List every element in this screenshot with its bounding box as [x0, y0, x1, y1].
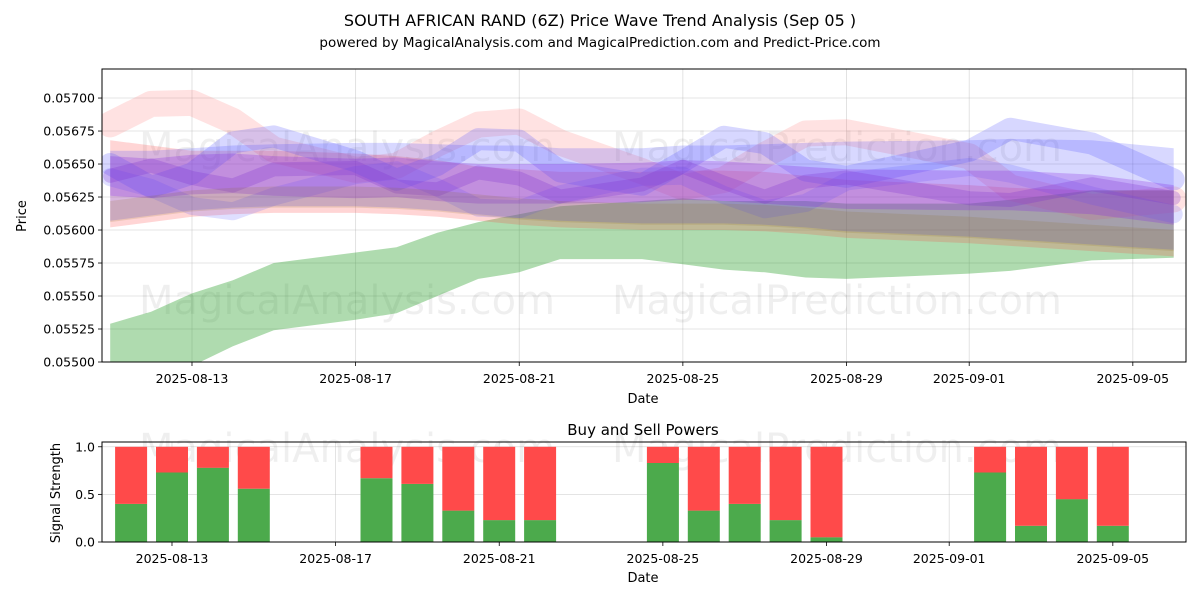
ytick-label-1: 0.05525 [43, 322, 95, 337]
sell-bar-17 [1096, 446, 1129, 526]
buy-bar-15 [1015, 525, 1047, 542]
bar-title: Buy and Sell Powers [567, 421, 719, 439]
bar-layer [115, 446, 1129, 542]
ytick-label-8: 0.05700 [43, 91, 95, 106]
buy-bar-11 [728, 503, 761, 542]
buy-sell-plot: 0.0 0.5 1.0 2025-08-13 2025-08-17 2025-08-21 2… [75, 426, 1187, 566]
bar-ytick-label-0: 0.0 [75, 535, 95, 550]
sell-bar-12 [769, 446, 802, 521]
buy-bar-7 [483, 520, 516, 542]
ytick-label-6: 0.05650 [43, 157, 95, 172]
blue-wave-ribbon-1 [102, 117, 1185, 198]
main-frame [101, 68, 1187, 363]
buy-bar-9 [646, 463, 679, 542]
ytick-label-0: 0.05500 [43, 355, 95, 370]
sell-bar-2 [196, 446, 229, 468]
bar-xtick-label-6: 2025-09-05 [1076, 551, 1149, 566]
chart-title: SOUTH AFRICAN RAND (6Z) Price Wave Trend… [344, 11, 856, 30]
price-wave-plot: 0.05500 0.05525 0.05550 0.05575 0.05600 0.056… [43, 68, 1187, 386]
olive-overlay [110, 186, 1174, 252]
buy-bar-12 [769, 520, 802, 542]
ytick-label-4: 0.05600 [43, 223, 95, 238]
purple-band [110, 153, 1174, 225]
bar-xtick-label-1: 2025-08-17 [299, 551, 372, 566]
buy-bar-4 [360, 478, 393, 542]
sell-bar-16 [1055, 446, 1088, 500]
sell-bar-15 [1015, 446, 1047, 526]
bar-xtick-label-2: 2025-08-21 [463, 551, 536, 566]
sell-bar-14 [974, 446, 1007, 473]
ytick-label-5: 0.05625 [43, 190, 95, 205]
xtick-label-6: 2025-09-05 [1096, 371, 1169, 386]
ytick-label-3: 0.05575 [43, 256, 95, 271]
purple-wave-ribbon [103, 158, 1181, 207]
bar-frame [101, 441, 1187, 543]
sell-bar-1 [156, 446, 188, 473]
buy-bar-3 [237, 488, 270, 542]
bar-ytick-label-1: 0.5 [75, 487, 95, 502]
xtick-label-5: 2025-09-01 [933, 371, 1006, 386]
blue-band [110, 139, 1174, 250]
red-wave-ribbon [102, 89, 1186, 221]
sell-bar-4 [360, 446, 393, 479]
bar-xlabel: Date [627, 571, 658, 586]
buy-bar-8 [524, 520, 557, 542]
chart-subtitle: powered by MagicalAnalysis.com and Magic… [319, 35, 880, 51]
bar-xtick-label-3: 2025-08-25 [627, 551, 700, 566]
ytick-label-2: 0.05550 [43, 289, 95, 304]
bar-ylabel: Signal Strength [49, 443, 64, 543]
xtick-label-0: 2025-08-13 [156, 371, 229, 386]
buy-bar-10 [687, 510, 720, 542]
buy-bar-13 [810, 537, 843, 542]
sell-bar-11 [728, 446, 761, 504]
sell-bar-8 [524, 446, 557, 521]
band-layer [102, 89, 1186, 362]
main-xlabel: Date [627, 392, 658, 407]
watermark-2: MagicalPrediction.com [612, 278, 1062, 324]
bar-xtick-label-4: 2025-08-29 [790, 551, 863, 566]
sell-bar-7 [483, 446, 516, 521]
xtick-label-4: 2025-08-29 [810, 371, 883, 386]
ytick-label-7: 0.05675 [43, 124, 95, 139]
sell-bar-6 [442, 446, 475, 511]
sell-bar-0 [115, 446, 148, 504]
sell-bar-10 [687, 446, 720, 511]
sell-bar-9 [646, 446, 679, 463]
watermark-1: MagicalAnalysis.com [139, 278, 555, 324]
sell-bar-5 [401, 446, 434, 484]
blue-wave-ribbon-2 [102, 157, 1183, 224]
xtick-label-3: 2025-08-25 [647, 371, 720, 386]
buy-bar-5 [401, 483, 434, 542]
watermark-4: MagicalPrediction.com [612, 125, 1062, 171]
buy-bar-0 [115, 503, 148, 542]
sell-bar-13 [810, 446, 843, 538]
bar-xtick-label-0: 2025-08-13 [136, 551, 209, 566]
buy-bar-2 [196, 467, 229, 542]
xtick-label-2: 2025-08-21 [483, 371, 556, 386]
buy-bar-17 [1096, 525, 1129, 542]
bar-ytick-label-2: 1.0 [75, 439, 95, 454]
buy-bar-6 [442, 510, 475, 542]
buy-bar-14 [974, 472, 1007, 542]
green-band [110, 190, 1174, 362]
buy-bar-1 [156, 472, 188, 542]
xtick-label-1: 2025-08-17 [319, 371, 392, 386]
sell-bar-3 [237, 446, 270, 489]
main-ylabel: Price [15, 200, 30, 232]
red-band [110, 140, 1174, 257]
watermark-3: MagicalAnalysis.com [139, 125, 555, 171]
buy-bar-16 [1055, 499, 1088, 542]
bar-xtick-label-5: 2025-09-01 [913, 551, 986, 566]
